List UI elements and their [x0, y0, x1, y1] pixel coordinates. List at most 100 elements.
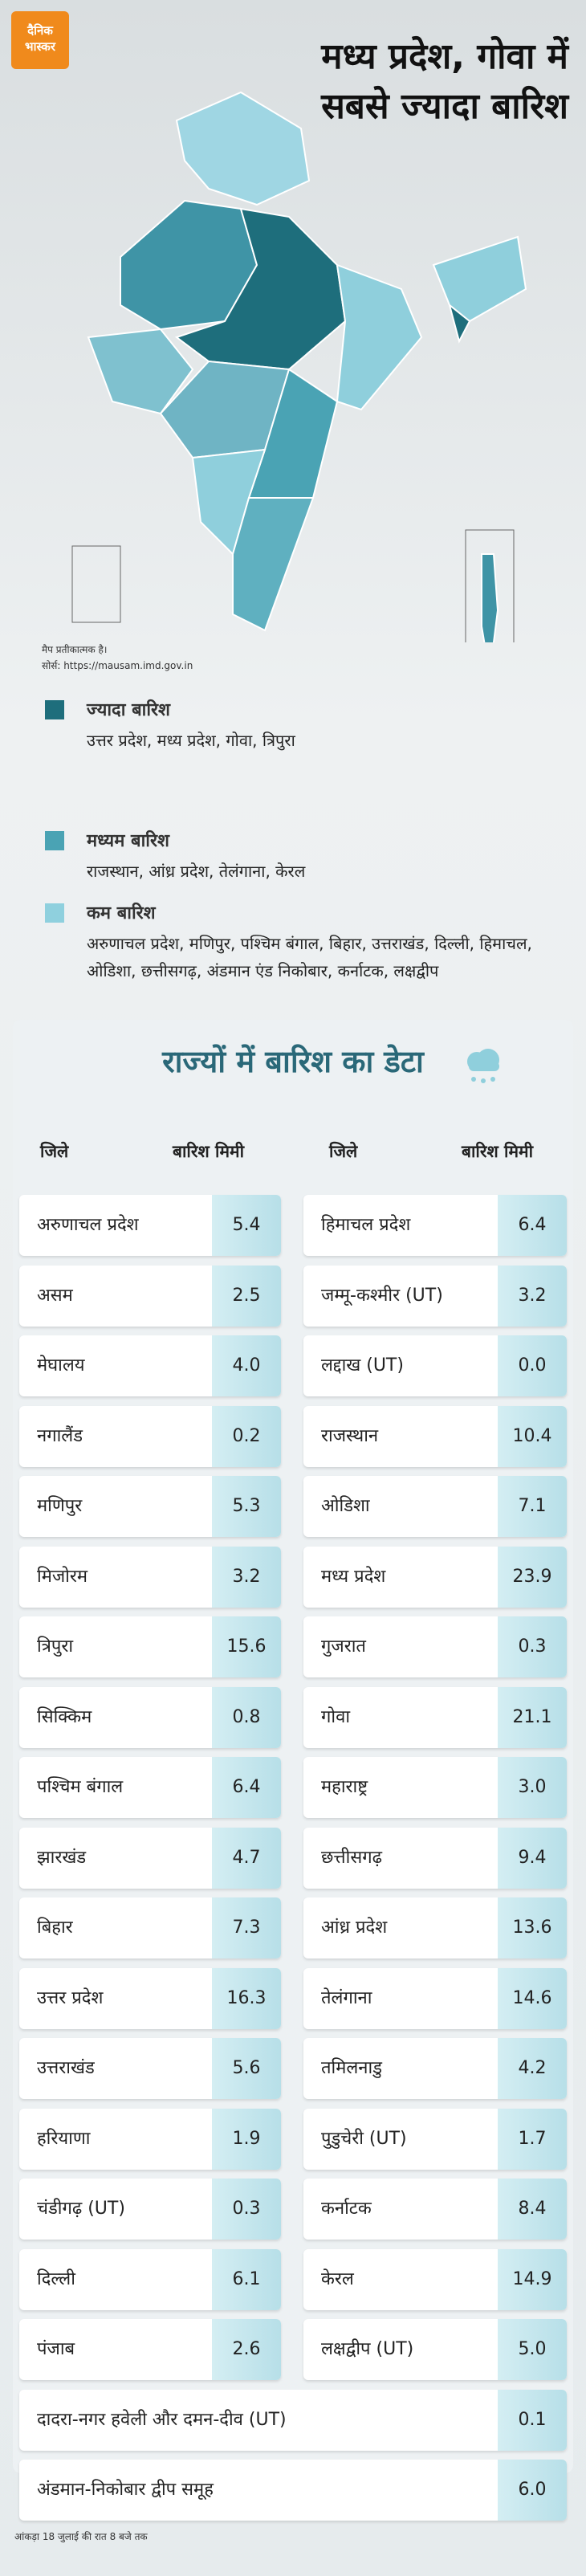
state-name: जम्मू-कश्मीर (UT)	[321, 1285, 443, 1306]
table-row: आंध्र प्रदेश 13.6	[303, 1897, 567, 1958]
table-row: लक्षद्वीप (UT) 5.0	[303, 2319, 567, 2380]
table-row: हरियाणा 1.9	[19, 2108, 281, 2170]
logo: दैनिक भास्कर	[11, 11, 69, 69]
state-name: हरियाणा	[37, 2128, 91, 2149]
state-name: गोवा	[321, 1706, 351, 1727]
state-name: महाराष्ट्र	[321, 1777, 368, 1797]
rain-value: 0.8	[212, 1686, 281, 1748]
rain-value: 2.6	[212, 2319, 281, 2380]
rain-value: 5.6	[212, 2038, 281, 2099]
column-header: बारिश मिमी	[173, 1142, 245, 1161]
map-note: मैप प्रतीकात्मक है।	[42, 644, 108, 655]
region-south	[232, 497, 315, 632]
rain-value: 0.1	[498, 2389, 567, 2451]
legend-swatch	[45, 700, 64, 719]
state-name: झारखंड	[37, 1847, 87, 1868]
state-name: गुजरात	[321, 1636, 366, 1657]
table-row: राजस्थान 10.4	[303, 1405, 567, 1467]
table-row: बिहार 7.3	[19, 1897, 281, 1958]
legend-title: कम बारिश	[87, 903, 156, 923]
table-row: मध्य प्रदेश 23.9	[303, 1546, 567, 1608]
table-row: मिजोरम 3.2	[19, 1546, 281, 1608]
table-title: राज्यों में बारिश का डेटा	[162, 1044, 424, 1079]
rain-value: 1.7	[498, 2108, 567, 2170]
state-name: असम	[37, 1285, 73, 1306]
state-name: दिल्ली	[37, 2268, 75, 2289]
table-row: उत्तर प्रदेश 16.3	[19, 1967, 281, 2029]
rain-value: 4.2	[498, 2038, 567, 2099]
state-name: राजस्थान	[321, 1425, 379, 1446]
state-name: तेलंगाना	[321, 1987, 372, 2008]
table-row: तेलंगाना 14.6	[303, 1967, 567, 2029]
legend-states: राजस्थान, आंध्र प्रदेश, तेलंगाना, केरल	[87, 862, 306, 881]
state-name: पंजाब	[37, 2339, 75, 2359]
region-east	[336, 263, 423, 411]
state-name: दादरा-नगर हवेली और दमन-दीव (UT)	[37, 2409, 287, 2430]
state-name: त्रिपुरा	[37, 1636, 74, 1657]
rain-value: 6.4	[498, 1195, 567, 1256]
rain-value: 4.7	[212, 1827, 281, 1889]
table-row: कर्नाटक 8.4	[303, 2179, 567, 2240]
state-name: हिमाचल प्रदेश	[321, 1215, 411, 1235]
state-name: उत्तराखंड	[37, 2058, 95, 2078]
table-row: उत्तराखंड 5.6	[19, 2038, 281, 2099]
map-source: सोर्स: https://mausam.imd.gov.in	[42, 660, 193, 671]
legend-title: ज्यादा बारिश	[87, 700, 170, 720]
legend-states: अरुणाचल प्रदेश, मणिपुर, पश्चिम बंगाल, बि…	[87, 934, 532, 980]
rain-value: 13.6	[498, 1897, 567, 1958]
column-header: जिले	[40, 1142, 69, 1161]
rain-value: 5.3	[212, 1476, 281, 1537]
column-header: जिले	[329, 1142, 358, 1161]
rain-value: 3.2	[498, 1265, 567, 1327]
table-row: लद्दाख (UT) 0.0	[303, 1335, 567, 1396]
legend-title: मध्यम बारिश	[87, 831, 169, 851]
table-row: केरल 14.9	[303, 2248, 567, 2310]
table-row: असम 2.5	[19, 1265, 281, 1327]
rain-value: 7.1	[498, 1476, 567, 1537]
table-row: नगालैंड 0.2	[19, 1405, 281, 1467]
table-row: ओडिशा 7.1	[303, 1476, 567, 1537]
rain-value: 8.4	[498, 2179, 567, 2240]
state-name: मणिपुर	[37, 1496, 83, 1516]
region-north	[175, 91, 311, 206]
table-row: चंडीगढ़ (UT) 0.3	[19, 2179, 281, 2240]
rain-value: 0.3	[498, 1616, 567, 1677]
rain-value: 10.4	[498, 1405, 567, 1467]
table-row: छत्तीसगढ़ 9.4	[303, 1827, 567, 1889]
footer-note: आंकड़ा 18 जुलाई की रात 8 बजे तक	[14, 2531, 148, 2542]
rain-value: 4.0	[212, 1335, 281, 1396]
table-row: मणिपुर 5.3	[19, 1476, 281, 1537]
rain-value: 5.0	[498, 2319, 567, 2380]
rain-value: 6.0	[498, 2460, 567, 2521]
legend-swatch	[45, 831, 64, 850]
state-name: कर्नाटक	[321, 2199, 372, 2219]
state-name: अंडमान-निकोबार द्वीप समूह	[37, 2480, 214, 2500]
state-name: लद्दाख (UT)	[321, 1355, 404, 1376]
state-name: मिजोरम	[37, 1566, 88, 1587]
state-name: आंध्र प्रदेश	[321, 1918, 388, 1938]
region-northeast	[432, 235, 527, 323]
table-row: जम्मू-कश्मीर (UT) 3.2	[303, 1265, 567, 1327]
table-row: झारखंड 4.7	[19, 1827, 281, 1889]
state-name: नगालैंड	[37, 1425, 83, 1446]
table-row: दिल्ली 6.1	[19, 2248, 281, 2310]
title: मध्य प्रदेश, गोवा में सबसे ज्यादा बारिश	[321, 36, 568, 127]
rain-value: 21.1	[498, 1686, 567, 1748]
table-row: अरुणाचल प्रदेश 5.4	[19, 1195, 281, 1256]
map	[71, 91, 527, 642]
table-row: पंजाब 2.6	[19, 2319, 281, 2380]
region-gujarat	[87, 328, 194, 415]
rain-value: 6.1	[212, 2248, 281, 2310]
state-name: ओडिशा	[321, 1496, 370, 1516]
state-name: छत्तीसगढ़	[321, 1847, 382, 1868]
rain-value: 16.3	[212, 1967, 281, 2029]
table-row: त्रिपुरा 15.6	[19, 1616, 281, 1677]
table-row: गुजरात 0.3	[303, 1616, 567, 1677]
table-row: दादरा-नगर हवेली और दमन-दीव (UT) 0.1	[19, 2389, 567, 2451]
inset-box	[71, 545, 121, 623]
rain-value: 3.2	[212, 1546, 281, 1608]
state-name: पुडुचेरी (UT)	[321, 2128, 407, 2149]
table-row: सिक्किम 0.8	[19, 1686, 281, 1748]
rain-icon	[467, 1049, 499, 1083]
